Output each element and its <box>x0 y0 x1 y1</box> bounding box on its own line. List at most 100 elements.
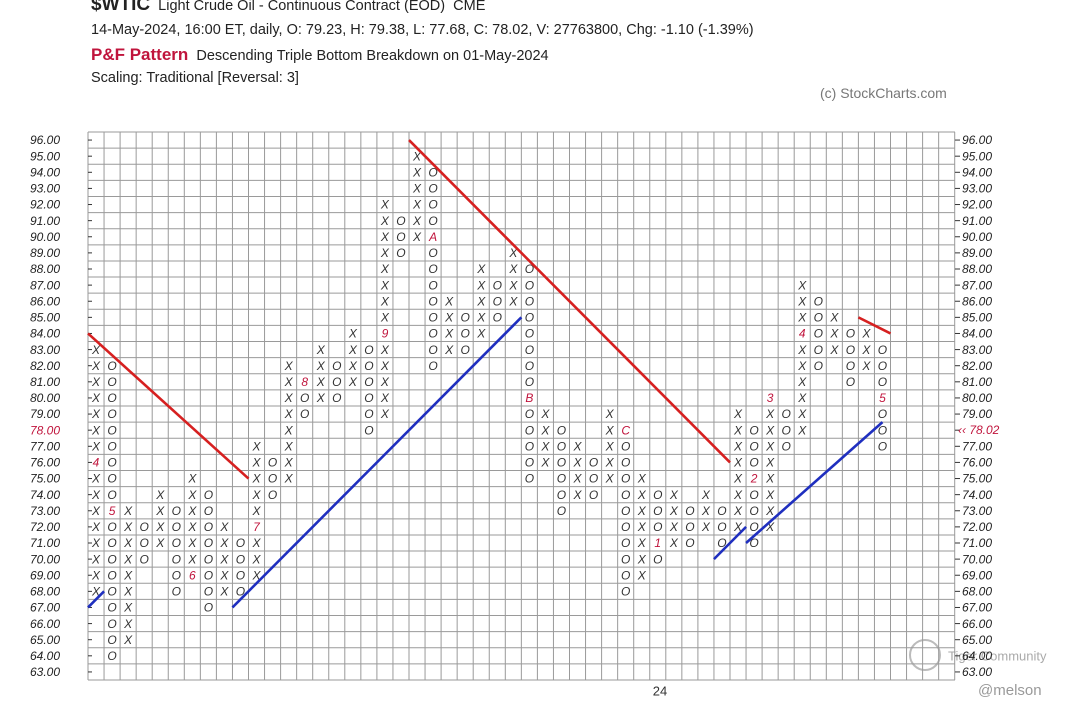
x-box: X <box>155 504 165 518</box>
y-tick-label-right: 66.00 <box>962 617 992 631</box>
x-box: X <box>797 343 807 357</box>
o-box: O <box>396 214 405 228</box>
x-box: X <box>252 568 262 582</box>
x-box: X <box>637 504 647 518</box>
o-box: O <box>717 520 726 534</box>
o-box: O <box>172 536 181 550</box>
x-box: X <box>701 488 711 502</box>
x-box: X <box>701 504 711 518</box>
y-tick-label-right: 70.00 <box>962 552 992 566</box>
y-tick-label-right: 69.00 <box>962 568 992 582</box>
o-box: O <box>525 343 534 357</box>
x-box: X <box>380 246 390 260</box>
x-box: X <box>380 198 390 212</box>
o-box: O <box>107 359 116 373</box>
x-box: X <box>412 182 422 196</box>
x-box: X <box>123 617 133 631</box>
x-box: X <box>733 472 743 486</box>
o-box: O <box>782 439 791 453</box>
o-box: O <box>621 439 630 453</box>
column: XXX <box>861 327 871 373</box>
column: OOO <box>396 214 405 260</box>
y-tick-label: 83.00 <box>30 343 60 357</box>
x-box: X <box>637 488 647 502</box>
x-box: X <box>91 504 101 518</box>
o-box: O <box>557 472 566 486</box>
header-line: $WTIC Light Crude Oil - Continuous Contr… <box>91 0 485 16</box>
x-box: X <box>380 311 390 325</box>
x-box: X <box>861 359 871 373</box>
x-box: X <box>476 294 486 308</box>
trendline <box>87 590 105 609</box>
o-box: O <box>846 375 855 389</box>
y-tick-label-right: 96.00 <box>962 133 992 147</box>
x-box: X <box>508 262 518 276</box>
x-box: X <box>284 375 294 389</box>
y-tick-label-right: 73.00 <box>962 504 992 518</box>
o-box: O <box>107 488 116 502</box>
y-tick-label: 70.00 <box>30 552 60 566</box>
o-box: O <box>878 423 887 437</box>
x-box: X <box>669 488 679 502</box>
x-box: X <box>187 488 197 502</box>
o-box: O <box>717 504 726 518</box>
column: OOO <box>782 407 791 453</box>
o-box: O <box>814 294 823 308</box>
o-box: O <box>236 585 245 599</box>
o-box: O <box>428 182 437 196</box>
watermark-logo <box>909 639 941 671</box>
o-box: O <box>268 456 277 470</box>
x-box: X <box>605 407 615 421</box>
x-box: X <box>348 359 358 373</box>
y-tick-label-right: 77.00 <box>962 439 992 453</box>
trendline <box>408 139 731 464</box>
y-tick-label: 96.00 <box>30 133 60 147</box>
x-box: X <box>476 327 486 341</box>
o-box: O <box>428 327 437 341</box>
o-box: O <box>525 375 534 389</box>
o-box: O <box>396 246 405 260</box>
o-box: O <box>493 278 502 292</box>
x-box: X <box>252 472 262 486</box>
y-tick-label-right: 92.00 <box>962 198 992 212</box>
x-box: X <box>573 472 583 486</box>
o-box: O <box>621 536 630 550</box>
x-box: X <box>412 198 422 212</box>
quote-line: 14-May-2024, 16:00 ET, daily, O: 79.23, … <box>91 22 754 38</box>
x-box: X <box>380 391 390 405</box>
y-tick-label: 74.00 <box>30 488 60 502</box>
o-box: O <box>525 472 534 486</box>
column: OOO <box>493 278 502 324</box>
x-box: X <box>797 359 807 373</box>
x-box: X <box>380 294 390 308</box>
x-box: X <box>637 472 647 486</box>
o-box: O <box>332 391 341 405</box>
month-marker: 6 <box>189 568 196 582</box>
instrument-name: Light Crude Oil - Continuous Contract (E… <box>158 0 446 14</box>
x-box: X <box>765 472 775 486</box>
x-box: X <box>669 520 679 534</box>
credit: (c) StockCharts.com <box>820 85 947 101</box>
o-box: O <box>846 343 855 357</box>
o-box: O <box>589 456 598 470</box>
o-box: O <box>653 552 662 566</box>
o-box: O <box>428 343 437 357</box>
x-box: X <box>701 520 711 534</box>
x-box: X <box>219 568 229 582</box>
x-box: X <box>219 552 229 566</box>
o-box: O <box>364 423 373 437</box>
y-tick-label-right: 68.00 <box>962 585 992 599</box>
o-box: O <box>204 568 213 582</box>
y-tick-label: 64.00 <box>30 649 60 663</box>
o-box: O <box>621 504 630 518</box>
o-box: O <box>107 617 116 631</box>
o-box: O <box>332 375 341 389</box>
x-box: X <box>829 311 839 325</box>
x-box: X <box>284 439 294 453</box>
